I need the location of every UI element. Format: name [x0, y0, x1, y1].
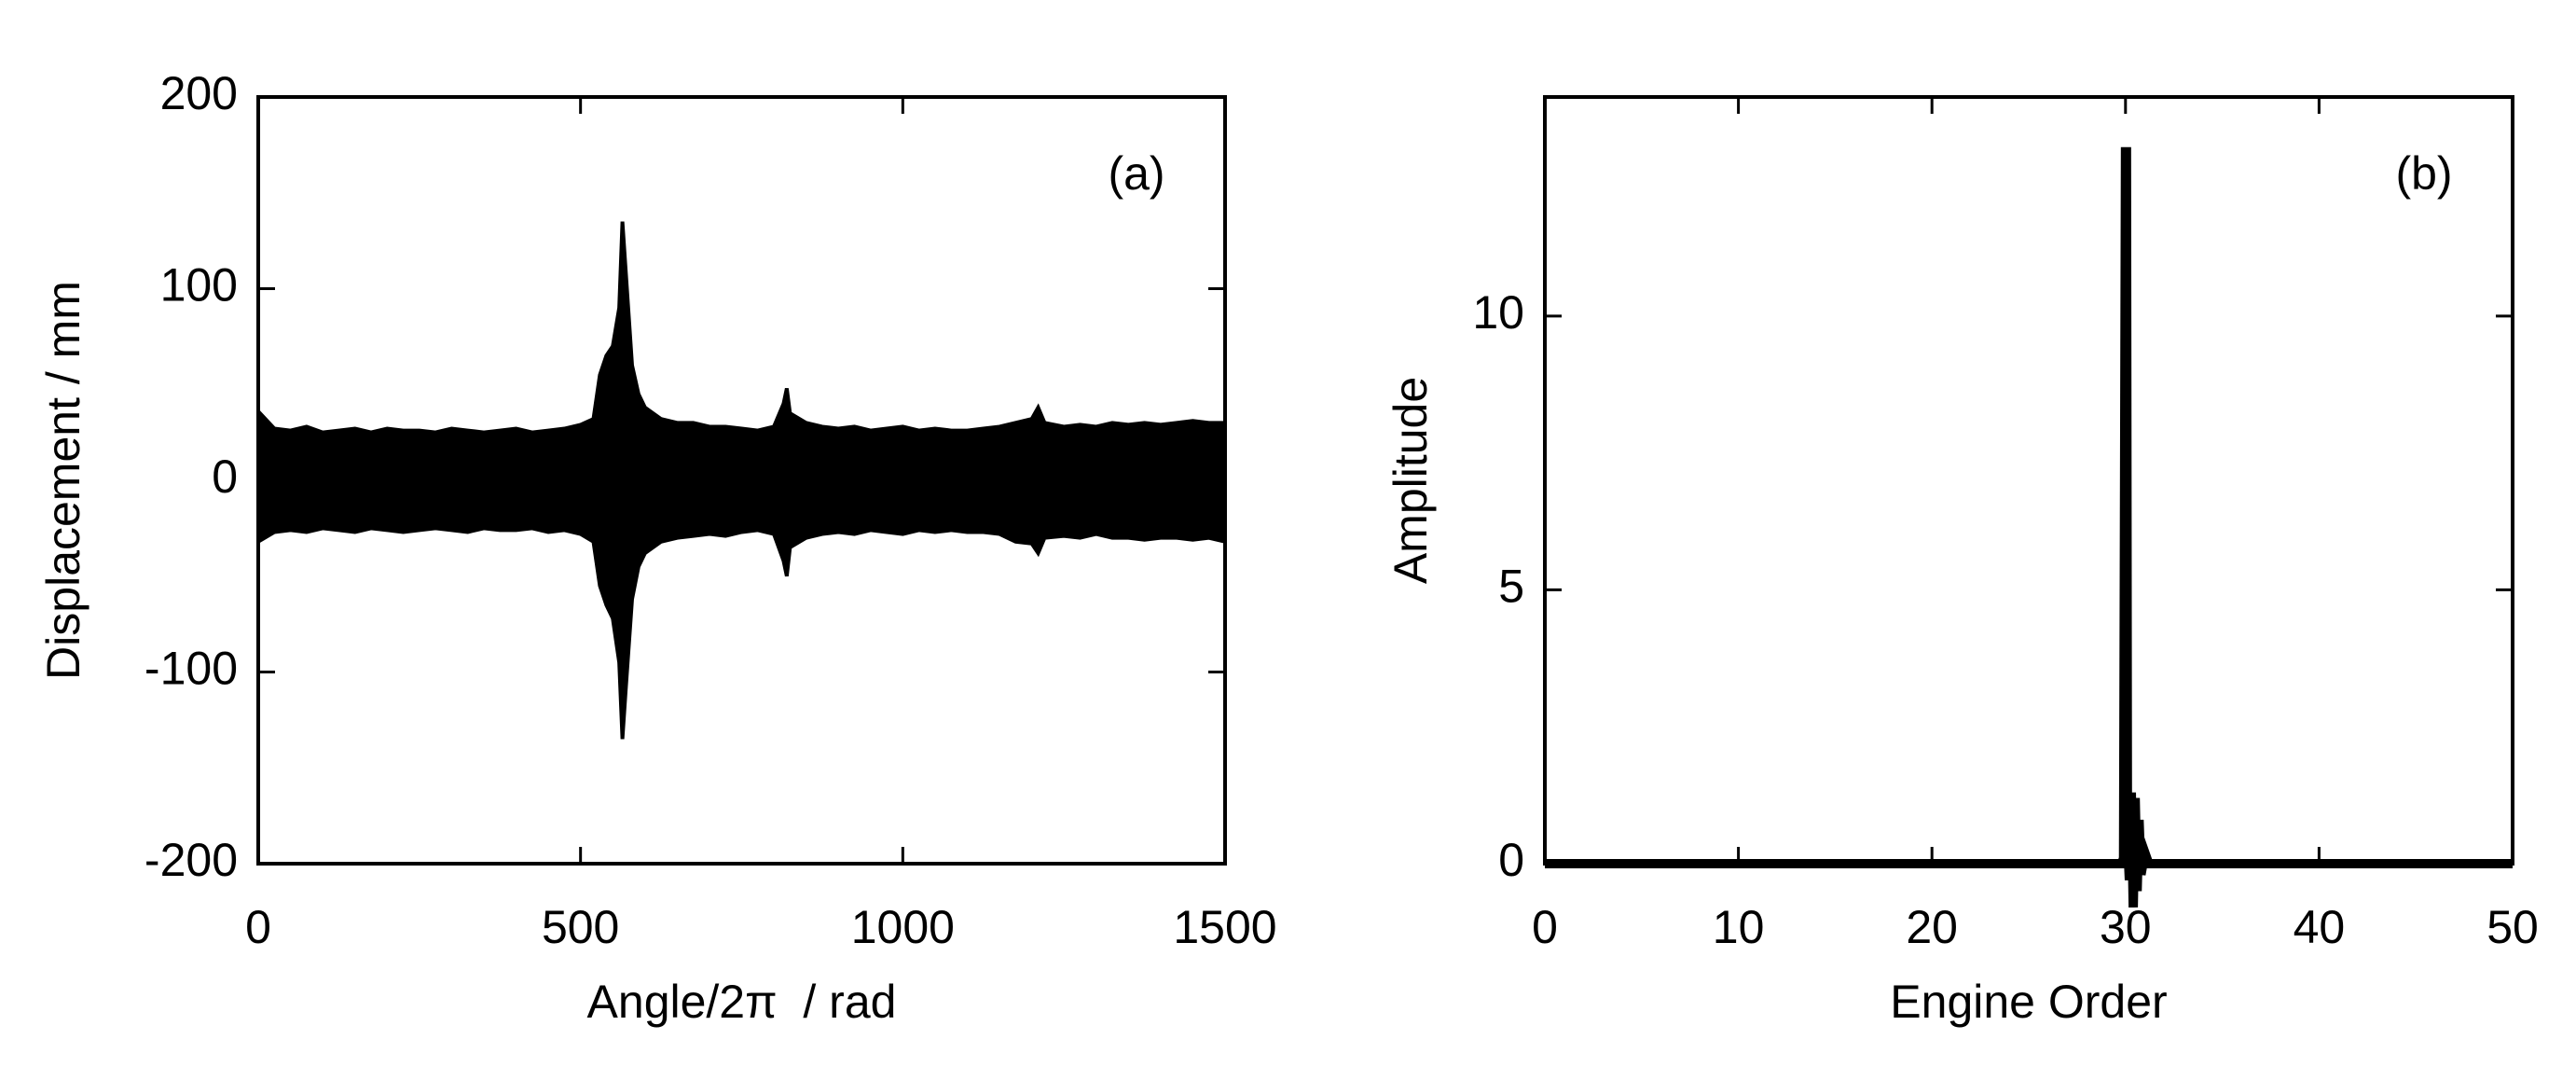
y-tick-label: 0	[1498, 834, 1524, 886]
signal-area	[256, 221, 1227, 482]
y-tick-label: 5	[1498, 561, 1524, 613]
y-tick-label: -200	[145, 834, 238, 886]
x-tick-label: 1000	[851, 901, 955, 953]
y-tick-label: -100	[145, 643, 238, 695]
spectrum-line	[1545, 146, 2513, 908]
x-tick-label: 0	[245, 901, 271, 953]
x-tick-label: 20	[1906, 901, 1958, 953]
x-axis-label: Angle/2π / rad	[587, 976, 897, 1028]
y-axis-label: Amplitude	[1384, 377, 1437, 584]
y-axis-label: Displacement / mm	[37, 281, 90, 680]
panel-annotation: (a)	[1108, 147, 1164, 200]
x-tick-label: 40	[2294, 901, 2346, 953]
y-tick-label: 0	[212, 450, 238, 503]
x-tick-label: 0	[1532, 901, 1558, 953]
signal-area	[256, 478, 1227, 740]
x-tick-label: 500	[542, 901, 619, 953]
x-tick-label: 50	[2486, 901, 2539, 953]
y-tick-label: 100	[160, 259, 238, 312]
plot-frame	[1543, 95, 2514, 866]
plot-frame	[256, 95, 1227, 866]
x-tick-label: 1500	[1173, 901, 1276, 953]
x-tick-label: 30	[2100, 901, 2152, 953]
x-axis-label: Engine Order	[1890, 976, 2167, 1028]
y-tick-label: 10	[1472, 286, 1524, 339]
panel-annotation: (b)	[2395, 147, 2452, 200]
x-tick-label: 10	[1713, 901, 1765, 953]
y-tick-label: 200	[160, 67, 238, 119]
